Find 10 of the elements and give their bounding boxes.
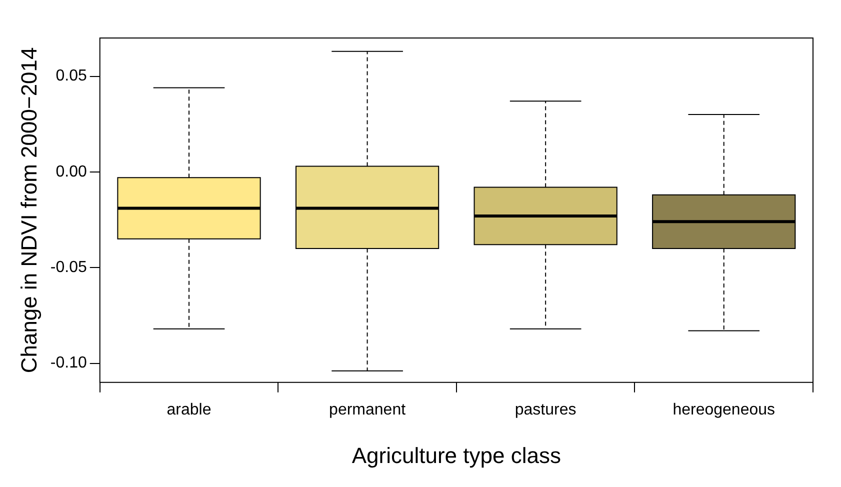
y-tick-label: -0.10: [50, 354, 87, 372]
x-axis-title: Agriculture type class: [352, 442, 561, 468]
y-tick-label: -0.05: [50, 259, 87, 276]
y-axis-title: Change in NDVI from 2000−2014: [16, 47, 42, 374]
y-tick-label: 0.00: [56, 163, 87, 180]
y-tick-label: 0.05: [56, 68, 87, 85]
x-tick-label: pastures: [514, 401, 576, 418]
x-tick-label: hereogeneous: [672, 401, 776, 418]
x-tick-label: permanent: [329, 401, 406, 418]
x-tick-label: arable: [166, 401, 212, 418]
